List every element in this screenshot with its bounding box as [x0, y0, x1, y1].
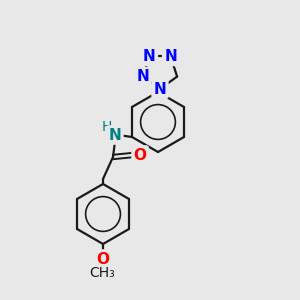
Text: O: O [134, 148, 146, 163]
Text: N: N [136, 69, 149, 84]
Text: N: N [143, 49, 156, 64]
Text: N: N [154, 82, 166, 97]
Text: H: H [102, 120, 112, 134]
Text: O: O [97, 251, 110, 266]
Text: N: N [164, 49, 177, 64]
Text: CH₃: CH₃ [89, 266, 115, 280]
Text: N: N [109, 128, 122, 142]
